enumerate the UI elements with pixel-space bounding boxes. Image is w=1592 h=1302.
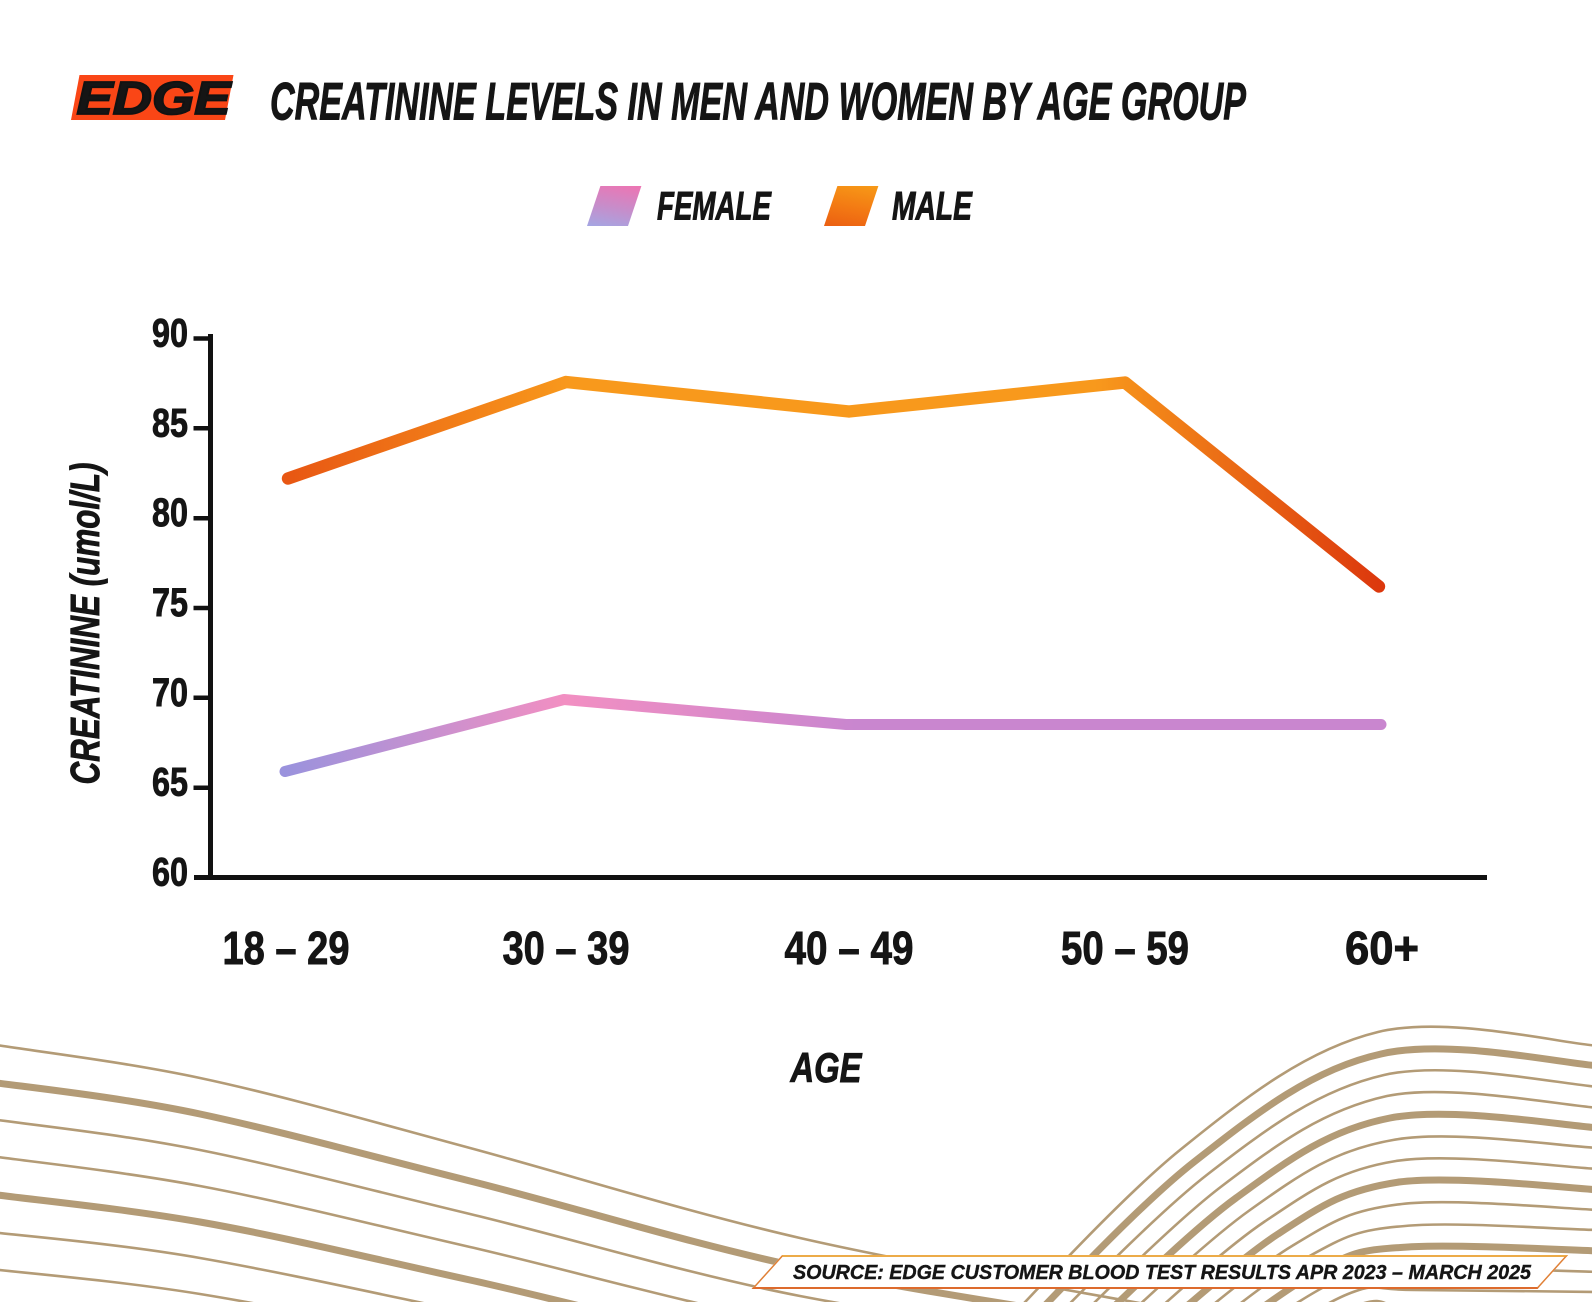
svg-text:80: 80 xyxy=(152,491,188,535)
svg-text:CREATININE LEVELS IN MEN AND W: CREATININE LEVELS IN MEN AND WOMEN BY AG… xyxy=(270,73,1246,132)
svg-text:30 – 39: 30 – 39 xyxy=(503,922,630,974)
svg-text:60: 60 xyxy=(152,851,188,895)
svg-text:65: 65 xyxy=(152,761,188,805)
svg-text:60+: 60+ xyxy=(1345,922,1419,974)
svg-text:18 – 29: 18 – 29 xyxy=(223,922,350,974)
svg-text:85: 85 xyxy=(152,401,188,445)
svg-text:EDGE: EDGE xyxy=(77,72,233,124)
svg-text:AGE: AGE xyxy=(790,1044,863,1091)
svg-text:MALE: MALE xyxy=(892,185,973,229)
svg-text:CREATININE (umol/L): CREATININE (umol/L) xyxy=(62,463,108,785)
svg-text:50 – 59: 50 – 59 xyxy=(1061,922,1189,974)
svg-text:70: 70 xyxy=(152,671,188,715)
svg-text:40 – 49: 40 – 49 xyxy=(785,922,914,974)
svg-text:SOURCE: EDGE CUSTOMER BLOOD TE: SOURCE: EDGE CUSTOMER BLOOD TEST RESULTS… xyxy=(793,1262,1532,1284)
svg-text:75: 75 xyxy=(152,581,188,625)
svg-text:FEMALE: FEMALE xyxy=(657,185,772,229)
svg-text:90: 90 xyxy=(152,312,188,356)
